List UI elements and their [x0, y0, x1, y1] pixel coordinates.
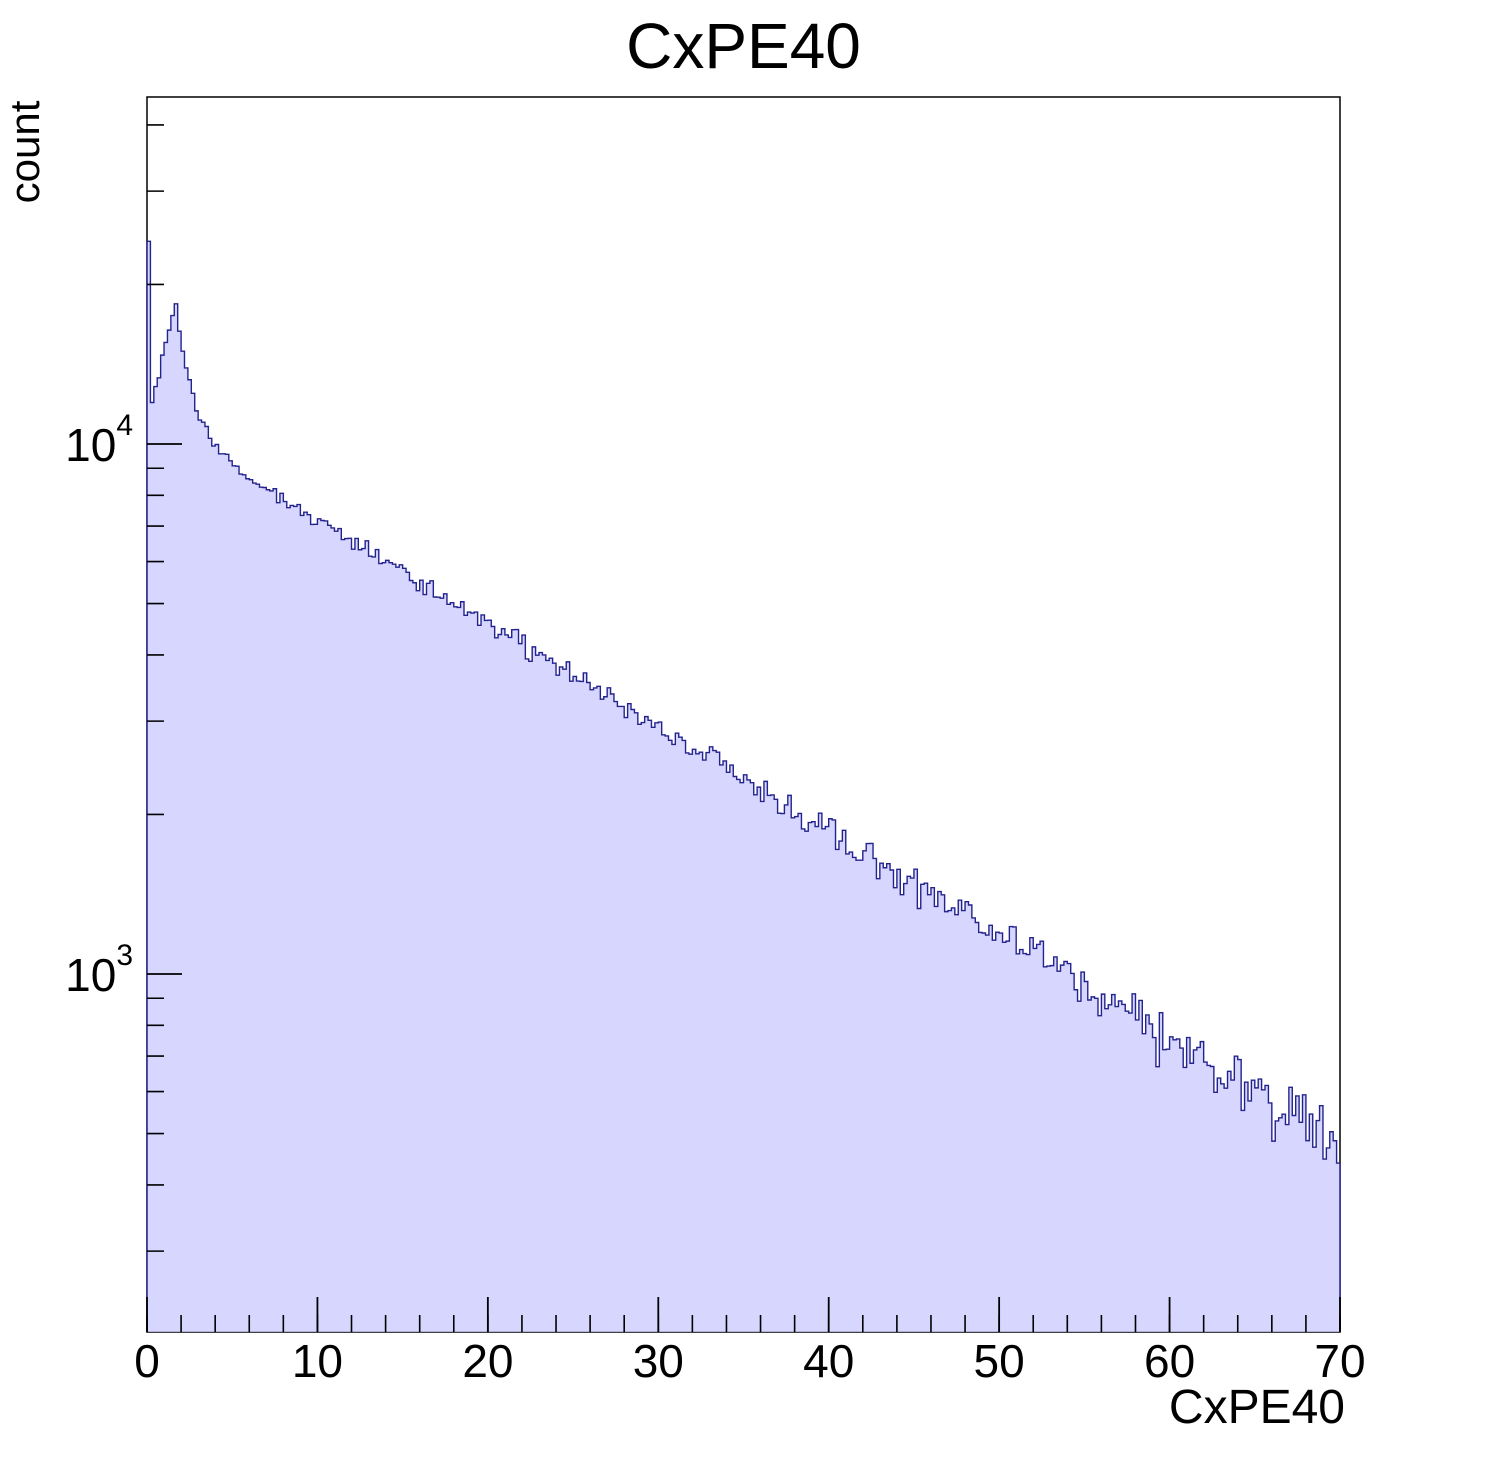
- svg-text:70: 70: [1314, 1335, 1365, 1387]
- svg-text:50: 50: [974, 1335, 1025, 1387]
- svg-text:40: 40: [803, 1335, 854, 1387]
- svg-text:CxPE40: CxPE40: [1169, 1381, 1345, 1434]
- svg-text:10: 10: [292, 1335, 343, 1387]
- svg-text:20: 20: [462, 1335, 513, 1387]
- svg-text:30: 30: [633, 1335, 684, 1387]
- svg-text:CxPE40: CxPE40: [626, 10, 861, 82]
- svg-text:0: 0: [134, 1335, 160, 1387]
- svg-text:60: 60: [1144, 1335, 1195, 1387]
- svg-text:count: count: [1, 100, 48, 203]
- svg-text:103: 103: [65, 939, 133, 1001]
- svg-text:104: 104: [65, 409, 133, 471]
